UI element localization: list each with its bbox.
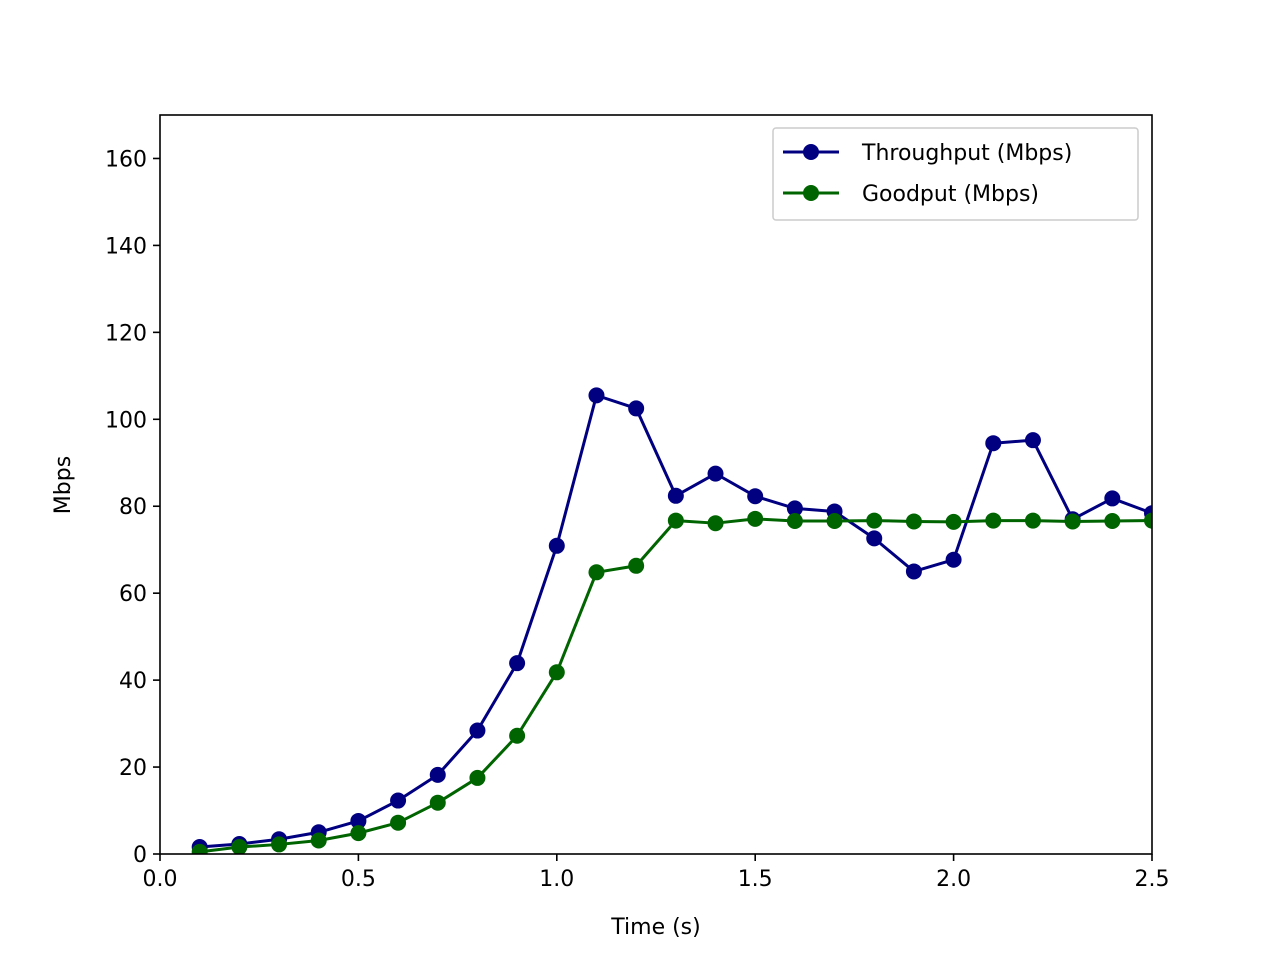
data-point-goodput	[667, 512, 684, 529]
x-tick-label: 0.0	[143, 867, 178, 892]
legend-marker-throughput	[803, 144, 819, 160]
y-axis-title: Mbps	[51, 456, 76, 514]
legend-marker-goodput	[803, 185, 819, 201]
data-point-goodput	[509, 727, 526, 744]
data-point-throughput	[350, 812, 367, 829]
y-tick-label: 0	[133, 843, 147, 868]
data-point-goodput	[191, 843, 208, 854]
plot-area	[160, 115, 1152, 854]
data-point-throughput	[707, 465, 724, 482]
y-tick-label: 140	[105, 234, 147, 259]
data-point-goodput	[786, 513, 803, 530]
data-point-throughput	[905, 563, 922, 580]
x-axis-title: Time (s)	[610, 915, 700, 940]
y-tick-label: 100	[105, 408, 147, 433]
y-tick-label: 40	[119, 669, 147, 694]
data-point-throughput	[628, 400, 645, 417]
data-point-goodput	[310, 832, 327, 849]
data-point-goodput	[548, 664, 565, 681]
data-point-throughput	[469, 722, 486, 739]
data-point-goodput	[588, 564, 605, 581]
data-point-throughput	[390, 792, 407, 809]
data-point-throughput	[866, 530, 883, 547]
y-tick-label: 80	[119, 495, 147, 520]
x-tick-label: 1.0	[539, 867, 574, 892]
x-tick-label: 0.5	[341, 867, 376, 892]
y-axis: 0 20 40 60 80 100 120 140 160	[105, 147, 160, 868]
data-point-goodput	[1024, 512, 1041, 529]
y-tick-label: 60	[119, 582, 147, 607]
x-tick-label: 2.5	[1135, 867, 1170, 892]
data-point-goodput	[985, 512, 1002, 529]
data-point-goodput	[866, 512, 883, 529]
data-point-throughput	[747, 488, 764, 505]
data-point-goodput	[231, 839, 248, 854]
data-point-throughput	[786, 500, 803, 517]
data-point-goodput	[707, 515, 724, 532]
data-point-goodput	[905, 513, 922, 530]
data-point-throughput	[985, 435, 1002, 452]
plot-frame	[159, 114, 1153, 855]
data-point-goodput	[469, 769, 486, 786]
x-tick-label: 1.5	[738, 867, 773, 892]
y-tick-label: 120	[105, 321, 147, 346]
data-point-goodput	[826, 513, 843, 530]
data-point-goodput	[390, 814, 407, 831]
data-point-throughput	[548, 537, 565, 554]
y-tick-label: 20	[119, 756, 147, 781]
data-point-goodput	[945, 513, 962, 530]
data-point-goodput	[1064, 513, 1081, 530]
series-layer	[191, 387, 1152, 854]
legend: Throughput (Mbps) Goodput (Mbps)	[772, 127, 1139, 221]
x-axis: 0.0 0.5 1.0 1.5 2.0 2.5	[143, 854, 1170, 892]
data-point-throughput	[1024, 432, 1041, 449]
data-point-goodput	[628, 557, 645, 574]
y-tick-label: 160	[105, 147, 147, 172]
data-point-throughput	[509, 655, 526, 672]
data-point-throughput	[588, 387, 605, 404]
data-point-throughput	[667, 487, 684, 504]
data-point-goodput	[1104, 513, 1121, 530]
data-point-throughput	[1104, 490, 1121, 507]
x-tick-label: 2.0	[936, 867, 971, 892]
data-point-goodput	[747, 510, 764, 527]
data-point-throughput	[429, 766, 446, 783]
data-point-goodput	[1144, 512, 1152, 529]
legend-label-goodput: Goodput (Mbps)	[862, 182, 1039, 207]
data-point-goodput	[429, 794, 446, 811]
data-point-throughput	[945, 551, 962, 568]
legend-frame	[772, 127, 1139, 221]
series-goodput	[191, 510, 1152, 854]
legend-label-throughput: Throughput (Mbps)	[861, 141, 1072, 166]
data-point-goodput	[350, 825, 367, 842]
data-point-goodput	[271, 836, 288, 853]
